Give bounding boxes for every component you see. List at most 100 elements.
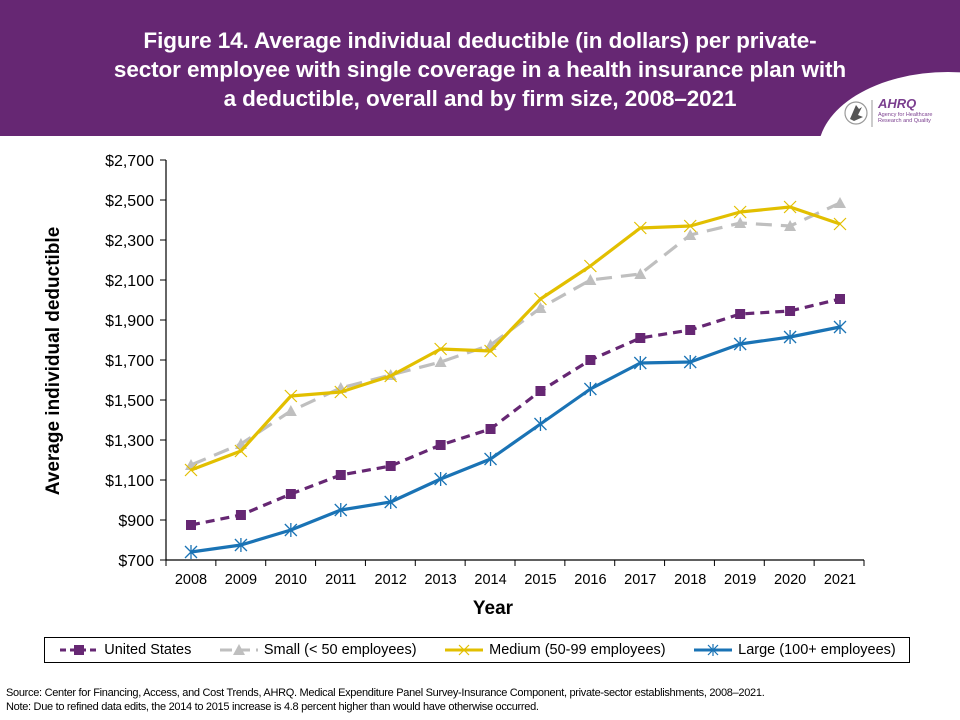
data-point-triangle — [584, 274, 597, 285]
x-tick-label: 2010 — [275, 572, 307, 588]
data-point-x — [683, 219, 697, 233]
data-point-triangle — [784, 220, 797, 231]
data-point-square — [635, 333, 646, 343]
series-line — [190, 325, 841, 554]
y-tick-label: $900 — [118, 513, 154, 530]
y-tick-label: $2,700 — [105, 153, 154, 170]
y-tick-label: $1,100 — [105, 473, 154, 490]
legend-label: Medium (50-99 employees) — [489, 642, 666, 658]
legend-label: Small (< 50 employees) — [263, 642, 417, 658]
data-point-square — [535, 386, 546, 396]
y-tick-label: $2,500 — [105, 193, 154, 210]
data-point-square — [235, 510, 246, 520]
data-point-square — [585, 355, 596, 365]
data-point-asterisk — [334, 503, 348, 517]
data-point-x — [783, 200, 797, 214]
data-point-square — [435, 440, 446, 450]
y-tick-label: $700 — [118, 553, 154, 570]
data-point-square — [285, 489, 296, 499]
data-point-asterisk — [733, 337, 747, 351]
y-tick-label: $1,900 — [105, 313, 154, 330]
data-point-triangle — [534, 302, 547, 313]
x-tick-label: 2021 — [824, 572, 856, 588]
y-axis-ticks: $700 $900 $1,100 $1,300 $1,500 $1,700 $1,900 $2… — [105, 153, 166, 570]
x-tick-label: 2015 — [524, 572, 556, 588]
data-point-square — [735, 309, 746, 319]
x-axis-title: Year — [473, 598, 514, 619]
y-axis-title: Average individual deductible — [43, 227, 64, 496]
figure-title: Figure 14. Average individual deductible… — [40, 26, 920, 113]
data-point-x — [384, 369, 398, 383]
hhs-eagle-icon — [844, 100, 873, 127]
data-point-x — [733, 205, 747, 219]
y-tick-label: $2,300 — [105, 233, 154, 250]
data-point-asterisk — [633, 356, 647, 370]
x-tick-label: 2014 — [474, 572, 506, 588]
series-small-50-employees — [185, 197, 846, 470]
title-line-1: Figure 14. Average individual deductible… — [143, 28, 817, 53]
data-point-x — [184, 463, 198, 477]
legend: United States Small (< 50 employees) Med… — [44, 637, 910, 663]
data-point-x — [284, 389, 298, 403]
data-point-triangle — [684, 229, 697, 240]
data-point-square — [685, 325, 696, 335]
series-group — [184, 197, 847, 559]
data-point-square — [485, 424, 496, 434]
x-tick-label: 2016 — [574, 572, 606, 588]
data-point-square — [186, 520, 196, 530]
series-united-states — [186, 294, 845, 530]
legend-x-marker-icon — [445, 644, 484, 656]
data-point-asterisk — [434, 472, 448, 486]
title-line-3: a deductible, overall and by firm size, … — [223, 86, 737, 111]
y-tick-label: $1,500 — [105, 393, 154, 410]
line-chart: $700 $900 $1,100 $1,300 $1,500 $1,700 $1,900 $2… — [43, 153, 865, 619]
data-point-x — [484, 344, 497, 358]
series-large-100-employees — [184, 320, 847, 559]
legend-item-united-states: United States — [58, 642, 191, 658]
data-point-triangle — [284, 405, 297, 416]
series-line — [190, 205, 841, 472]
x-tick-label: 2012 — [375, 572, 407, 588]
legend-square-marker-icon — [60, 645, 99, 655]
data-point-square — [785, 306, 796, 316]
legend-item-small: Small (< 50 employees) — [218, 642, 417, 658]
x-tick-label: 2008 — [175, 572, 207, 588]
x-tick-label: 2020 — [774, 572, 806, 588]
footer: Source: Center for Financing, Access, an… — [6, 686, 765, 714]
legend-triangle-marker-icon — [219, 644, 258, 655]
legend-label: United States — [104, 642, 192, 658]
data-point-asterisk — [534, 417, 547, 431]
data-point-asterisk — [484, 452, 497, 466]
legend-label: Large (100+ employees) — [738, 642, 896, 658]
data-point-triangle — [634, 268, 647, 279]
x-tick-label: 2011 — [325, 572, 356, 588]
source-note: Source: Center for Financing, Access, an… — [6, 687, 765, 699]
data-point-x — [434, 342, 448, 356]
series-medium-50-99-employees — [184, 200, 847, 477]
data-point-asterisk — [683, 355, 697, 369]
y-tick-label: $2,100 — [105, 273, 154, 290]
ahrq-logo-subtitle: Agency for Healthcare Research and Quali… — [878, 112, 933, 124]
data-point-triangle — [834, 197, 846, 208]
x-tick-label: 2013 — [424, 572, 456, 588]
legend-asterisk-marker-icon — [694, 644, 733, 656]
data-point-x — [833, 217, 847, 231]
data-point-x — [534, 292, 547, 306]
data-point-x — [234, 444, 248, 458]
data-point-asterisk — [783, 330, 797, 344]
data-point-asterisk — [833, 320, 847, 334]
data-point-square — [835, 294, 845, 304]
series-line — [190, 297, 841, 527]
data-note: Note: Due to refined data edits, the 201… — [6, 701, 539, 713]
data-point-asterisk — [284, 523, 298, 537]
data-point-x — [583, 259, 597, 273]
data-point-square — [335, 470, 346, 480]
legend-item-large: Large (100+ employees) — [692, 642, 896, 658]
data-point-x — [633, 221, 647, 235]
data-point-triangle — [734, 217, 747, 228]
title-line-2: sector employee with single coverage in … — [113, 57, 847, 82]
x-tick-label: 2019 — [724, 572, 756, 588]
data-point-asterisk — [583, 382, 597, 396]
x-tick-label: 2009 — [225, 572, 257, 588]
y-tick-label: $1,300 — [105, 433, 154, 450]
